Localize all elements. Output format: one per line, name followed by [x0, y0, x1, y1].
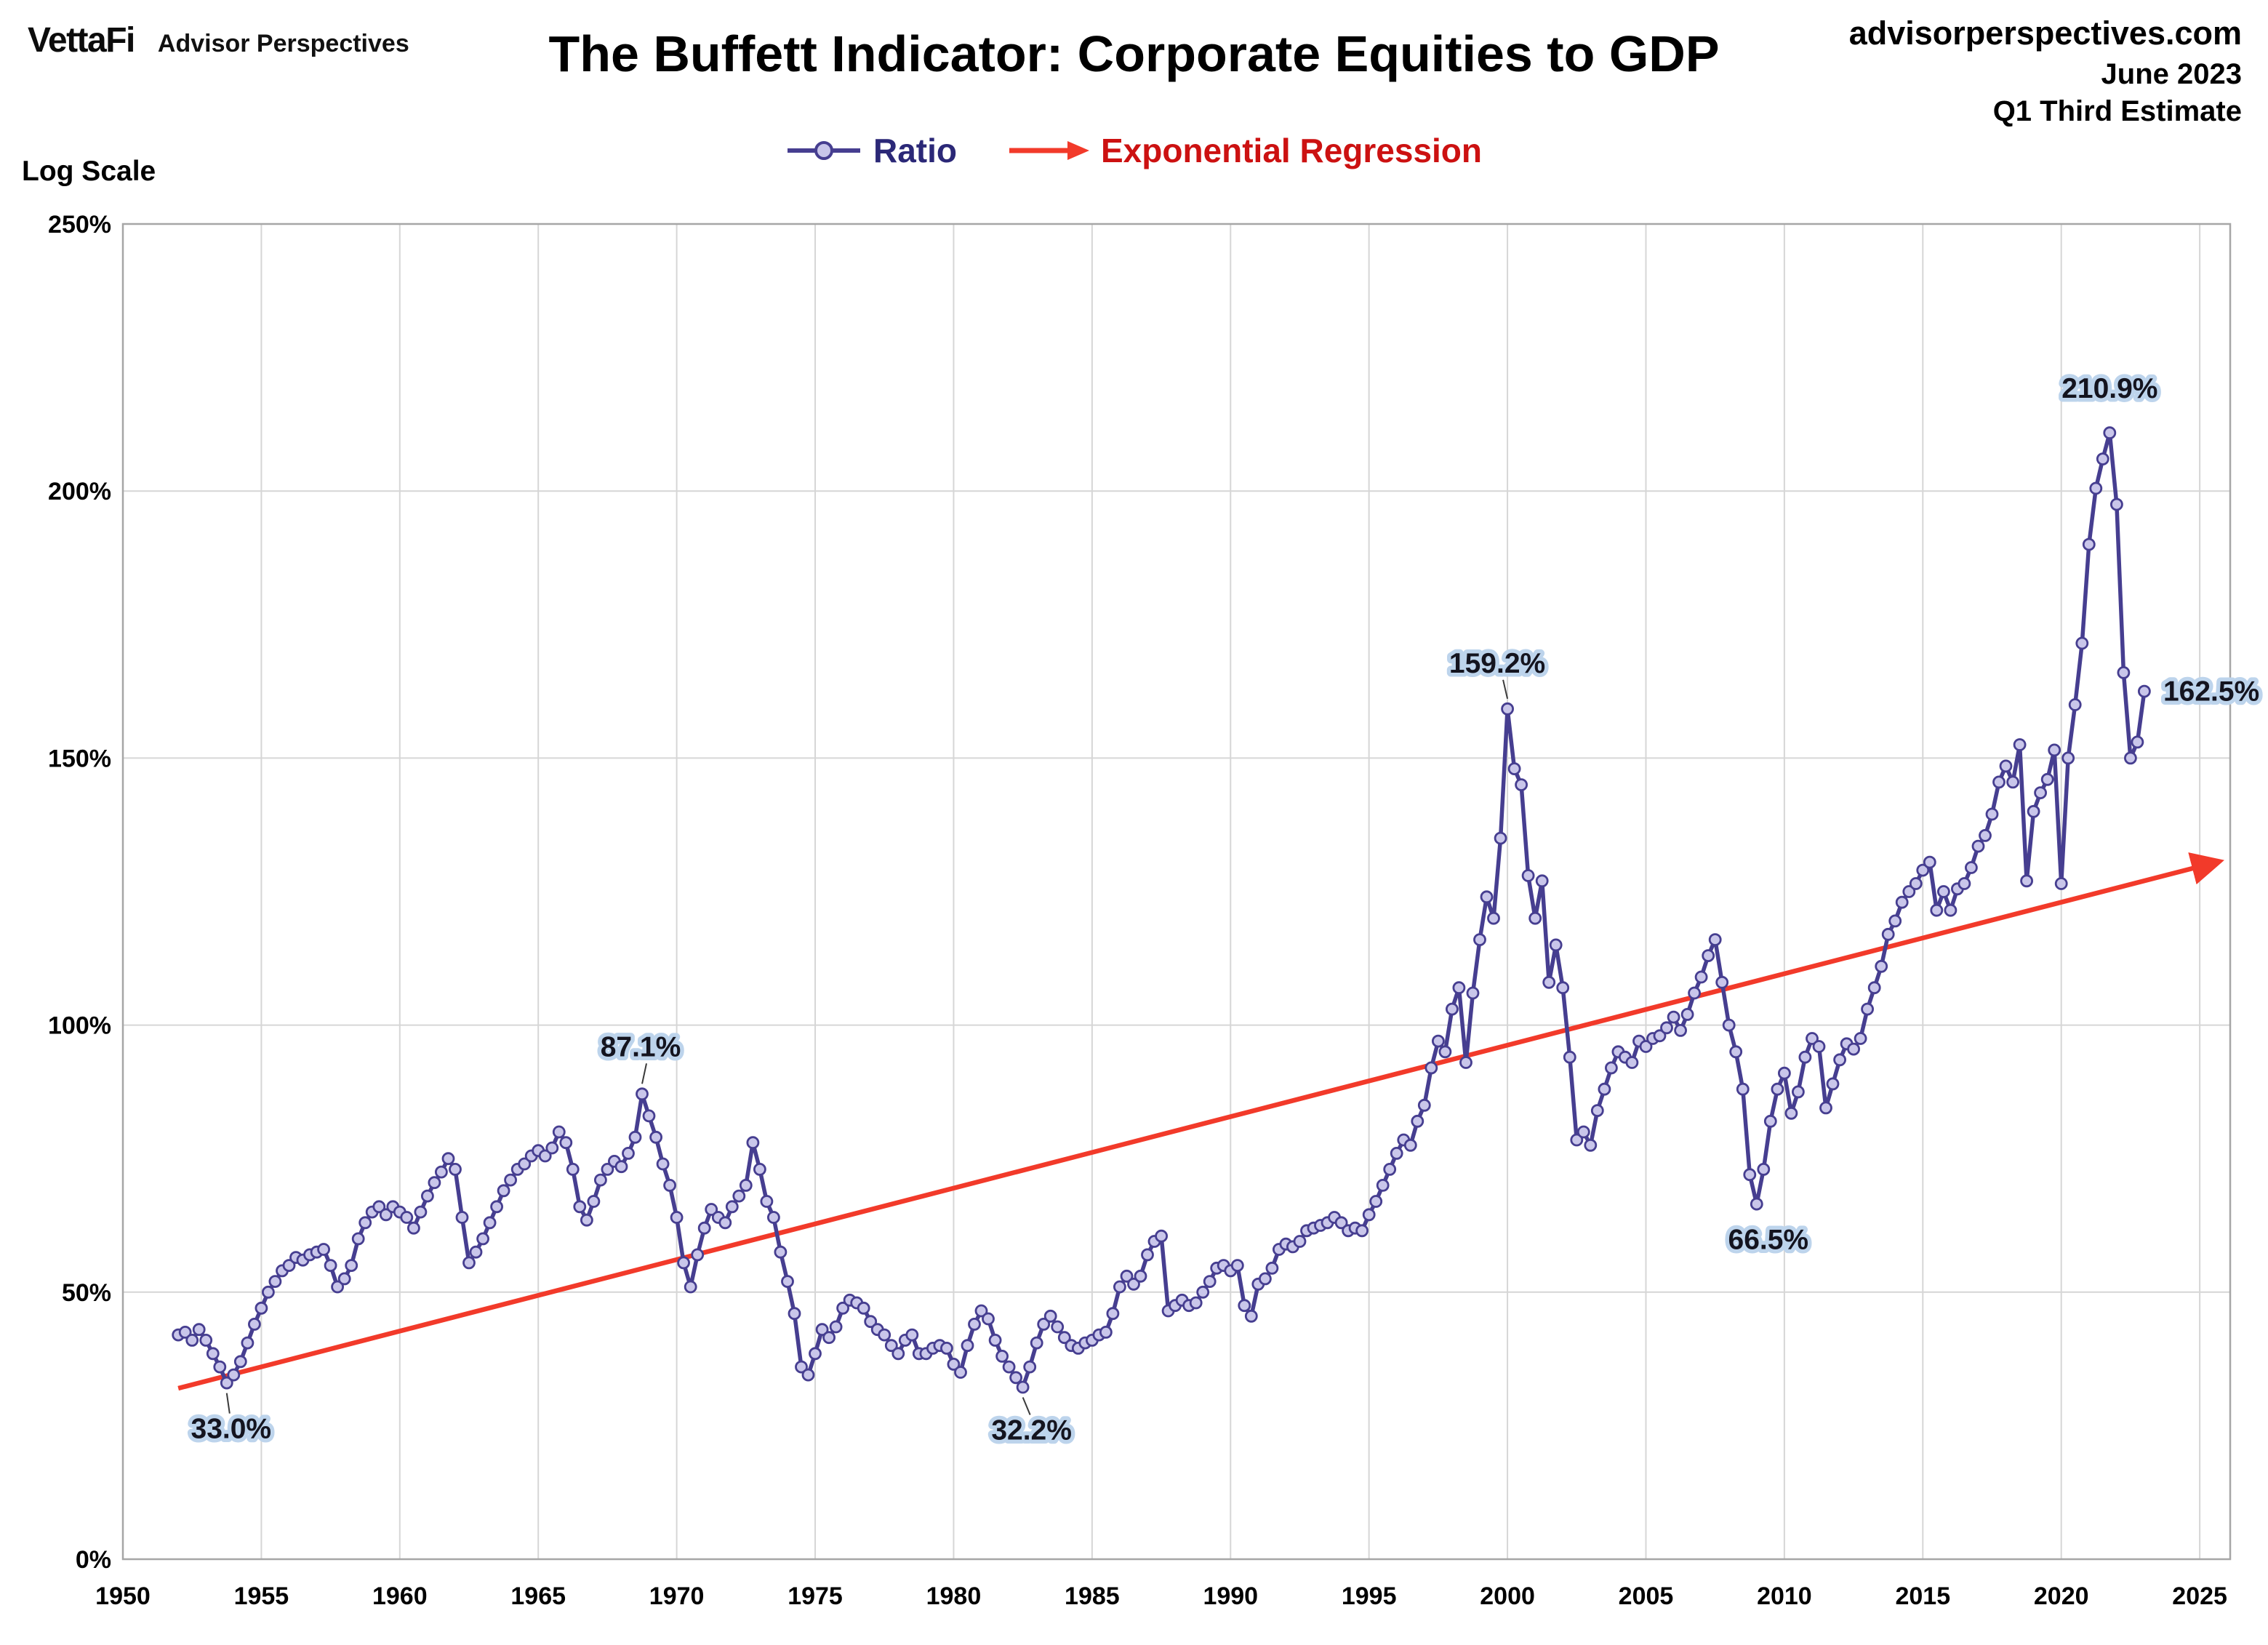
annotation-162.5pct: 162.5% — [2163, 676, 2259, 708]
legend: Ratio Exponential Regression — [0, 131, 2268, 170]
svg-text:1960: 1960 — [372, 1582, 428, 1610]
log-scale-label: Log Scale — [22, 156, 156, 187]
svg-text:150%: 150% — [48, 745, 111, 772]
vettafi-logo: VettaFi — [28, 21, 135, 60]
svg-text:1980: 1980 — [926, 1582, 982, 1610]
svg-text:50%: 50% — [62, 1279, 111, 1307]
annotation-66.5pct: 66.5% — [1728, 1225, 1809, 1256]
brand: VettaFi Advisor Perspectives — [28, 20, 409, 60]
legend-item-regression: Exponential Regression — [1008, 131, 1482, 170]
svg-text:2015: 2015 — [1895, 1582, 1950, 1610]
svg-text:1990: 1990 — [1203, 1582, 1258, 1610]
svg-text:1965: 1965 — [510, 1582, 566, 1610]
advisor-perspectives-label: Advisor Perspectives — [157, 30, 409, 57]
svg-text:2010: 2010 — [1757, 1582, 1812, 1610]
series-markers — [172, 426, 2151, 1394]
svg-text:2000: 2000 — [1480, 1582, 1535, 1610]
annotation-87.1pct: 87.1% — [601, 1031, 681, 1062]
page-title: The Buffett Indicator: Corporate Equitie… — [548, 25, 1720, 82]
annotations: 33.0% 87.1% 32.2% 159.2% 66.5% 210.9% 162.5% — [187, 369, 2264, 1450]
svg-text:0%: 0% — [76, 1546, 111, 1574]
svg-text:2025: 2025 — [2172, 1582, 2227, 1610]
y-axis-labels: 0% 50% 100% 150% 200% 250% — [48, 211, 111, 1574]
date-label: June 2023 — [2101, 58, 2242, 90]
ratio-line-icon — [787, 141, 860, 160]
svg-text:1985: 1985 — [1065, 1582, 1120, 1610]
regression-arrow-icon — [1009, 141, 1089, 160]
svg-text:1970: 1970 — [649, 1582, 705, 1610]
svg-text:100%: 100% — [48, 1012, 111, 1040]
annotation-210.9pct: 210.9% — [2061, 373, 2157, 404]
x-axis-labels: 1950 1955 1960 1965 1970 1975 1980 1985 1990 1995… — [95, 1582, 2227, 1610]
svg-text:1975: 1975 — [788, 1582, 843, 1610]
svg-text:200%: 200% — [48, 478, 111, 505]
source-block: advisorperspectives.com June 2023 Q1 Thi… — [1849, 15, 2242, 132]
ratio-series-line — [176, 431, 2147, 1390]
legend-item-ratio: Ratio — [786, 131, 957, 170]
legend-ratio-label: Ratio — [873, 132, 957, 169]
annotation-159.2pct: 159.2% — [1449, 648, 1545, 679]
svg-text:1995: 1995 — [1342, 1582, 1397, 1610]
annotation-33.0pct: 33.0% — [191, 1414, 272, 1445]
svg-text:2020: 2020 — [2034, 1582, 2089, 1610]
svg-text:2005: 2005 — [1619, 1582, 1674, 1610]
legend-regression-label: Exponential Regression — [1100, 132, 1482, 169]
svg-text:1955: 1955 — [234, 1582, 289, 1610]
source-url: advisorperspectives.com — [1848, 15, 2242, 52]
annotation-32.2pct: 32.2% — [991, 1415, 1072, 1446]
regression-line — [177, 852, 2224, 1391]
svg-text:1950: 1950 — [95, 1582, 151, 1610]
svg-text:250%: 250% — [48, 211, 111, 239]
plot-border — [121, 223, 2232, 1561]
estimate-label: Q1 Third Estimate — [1992, 95, 2242, 127]
